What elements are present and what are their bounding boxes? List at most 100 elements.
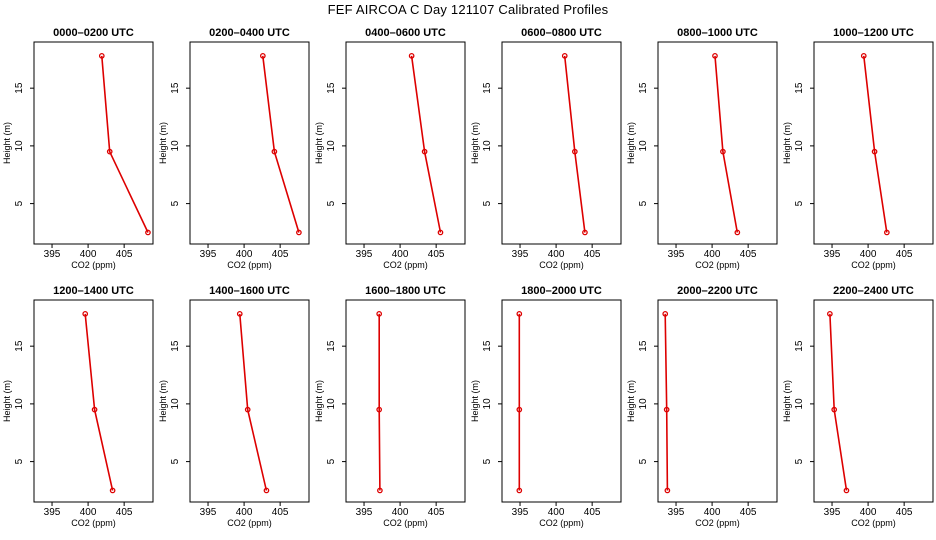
y-tick-label: 10: [794, 140, 805, 152]
y-tick-label: 10: [482, 398, 493, 410]
data-point: [664, 487, 671, 494]
profile-line: [262, 55, 300, 233]
data-point: [437, 229, 444, 236]
profile-line: [664, 313, 669, 491]
y-tick-label: 15: [170, 82, 181, 94]
y-tick-label: 10: [794, 398, 805, 410]
data-point: [516, 406, 523, 413]
profile-line: [829, 313, 848, 491]
y-tick-label: 5: [14, 200, 25, 206]
y-tick-label: 10: [170, 140, 181, 152]
y-axis-label: Height (m): [626, 122, 636, 164]
y-axis-label: Height (m): [158, 380, 168, 422]
x-tick-label: 400: [236, 507, 253, 518]
x-axis-label: CO2 (ppm): [851, 260, 896, 270]
x-tick-label: 405: [740, 507, 757, 518]
data-point: [82, 311, 89, 317]
y-axis-label: Height (m): [470, 122, 480, 164]
y-axis-label: Height (m): [2, 122, 12, 164]
x-tick-label: 405: [272, 507, 289, 518]
y-tick-label: 5: [638, 200, 649, 206]
data-point: [263, 487, 270, 494]
x-tick-label: 400: [392, 249, 409, 260]
y-tick-label: 15: [482, 340, 493, 352]
x-tick-label: 400: [704, 249, 721, 260]
y-tick-label: 10: [14, 140, 25, 152]
y-tick-label: 10: [326, 140, 337, 152]
y-tick-label: 15: [14, 82, 25, 94]
x-axis-label: CO2 (ppm): [71, 260, 116, 270]
data-point: [421, 148, 428, 155]
panel-title: 2000–2200 UTC: [677, 285, 758, 297]
data-point: [91, 406, 98, 413]
x-tick-label: 405: [896, 507, 913, 518]
panel-title: 1600–1800 UTC: [365, 285, 446, 297]
profile-line: [378, 313, 381, 491]
x-tick-label: 395: [824, 249, 841, 260]
panel-title: 0200–0400 UTC: [209, 27, 290, 39]
x-axis-label: CO2 (ppm): [539, 518, 584, 528]
x-tick-label: 395: [512, 507, 529, 518]
x-tick-label: 400: [860, 507, 877, 518]
plot-frame: [189, 299, 310, 503]
x-axis-label: CO2 (ppm): [383, 518, 428, 528]
data-point: [296, 229, 302, 236]
data-point: [720, 148, 726, 155]
data-point: [663, 406, 670, 413]
data-point: [516, 487, 523, 494]
data-point: [109, 487, 116, 494]
y-tick-label: 15: [638, 340, 649, 352]
x-tick-label: 405: [740, 249, 757, 260]
x-tick-label: 395: [44, 249, 61, 260]
x-tick-label: 405: [272, 249, 289, 260]
plot-frame: [813, 299, 934, 503]
panel-title: 0000–0200 UTC: [53, 27, 134, 39]
y-axis-label: Height (m): [782, 122, 792, 164]
y-tick-label: 10: [14, 398, 25, 410]
y-tick-label: 10: [326, 398, 337, 410]
data-point: [145, 229, 151, 236]
profile-line: [84, 313, 114, 491]
x-tick-label: 405: [584, 249, 601, 260]
data-point: [236, 311, 243, 317]
data-point: [571, 148, 578, 155]
plot-frame: [33, 41, 154, 245]
plot-frame: [33, 299, 154, 503]
data-point: [408, 53, 415, 59]
data-point: [244, 406, 251, 413]
data-point: [883, 229, 890, 236]
y-tick-label: 5: [170, 200, 181, 206]
panel-title: 2200–2400 UTC: [833, 285, 914, 297]
x-tick-label: 405: [428, 249, 445, 260]
profile-line: [101, 55, 149, 233]
profile-line: [714, 55, 739, 233]
panel-title: 1200–1400 UTC: [53, 285, 134, 297]
y-axis-label: Height (m): [314, 380, 324, 422]
x-tick-label: 395: [200, 507, 217, 518]
data-point: [712, 53, 718, 59]
data-point: [376, 311, 383, 317]
data-point: [259, 53, 266, 59]
profile-line: [239, 313, 268, 491]
data-point: [734, 229, 741, 236]
plot-frame: [813, 41, 934, 245]
plot-frame: [501, 299, 622, 503]
data-point: [561, 53, 568, 59]
y-tick-label: 10: [638, 398, 649, 410]
data-point: [662, 311, 669, 317]
y-tick-label: 5: [794, 458, 805, 464]
panel-title: 0600–0800 UTC: [521, 27, 602, 39]
x-tick-label: 395: [512, 249, 529, 260]
y-axis-label: Height (m): [626, 380, 636, 422]
x-tick-label: 400: [548, 249, 565, 260]
x-tick-label: 400: [80, 507, 97, 518]
x-tick-label: 400: [860, 249, 877, 260]
x-tick-label: 395: [44, 507, 61, 518]
